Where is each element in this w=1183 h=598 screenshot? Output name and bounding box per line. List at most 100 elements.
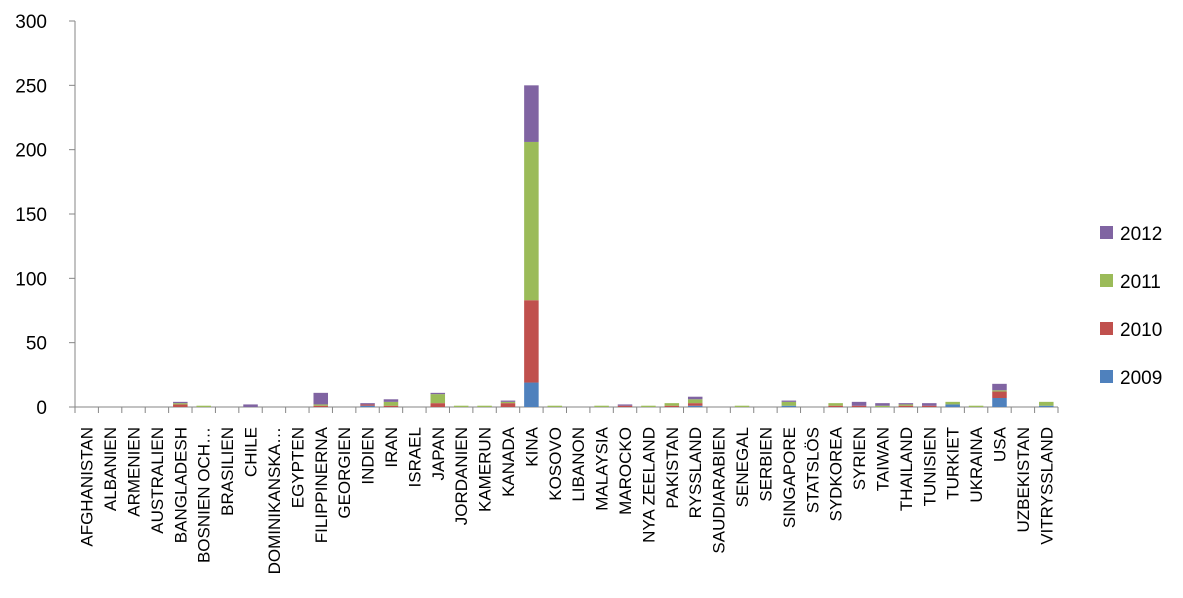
legend-label: 2011 — [1120, 272, 1161, 293]
bar-segment — [851, 405, 867, 407]
bar-segment — [500, 400, 516, 402]
x-category-label: MAROCKO — [616, 427, 635, 515]
x-category-label: MALAYSIA — [593, 426, 612, 510]
bar-segment — [828, 403, 843, 406]
x-category-label: STATSLÖS — [803, 427, 822, 513]
x-category-label: VITRYSSLAND — [1037, 427, 1056, 545]
bar-segment — [687, 403, 703, 406]
x-category-label: INDIEN — [359, 427, 378, 485]
y-tick-label: 50 — [26, 334, 47, 355]
bar-segment — [617, 404, 633, 406]
x-category-label: PAKISTAN — [663, 427, 682, 509]
legend-swatch — [1100, 322, 1113, 335]
x-category-label: EGYPTEN — [288, 427, 307, 508]
y-tick-label: 300 — [15, 12, 47, 33]
x-category-label: UZBEKISTAN — [1014, 427, 1033, 532]
x-category-label: AUSTRALIEN — [148, 427, 167, 534]
x-category-label: TAIWAN — [873, 427, 892, 491]
bar-segment — [992, 383, 1007, 391]
bar-segment — [360, 403, 375, 405]
bar-segment — [851, 401, 867, 406]
bar-segment — [1039, 405, 1054, 407]
bars — [173, 85, 1054, 407]
bar-segment — [687, 396, 703, 400]
bar-segment — [173, 403, 188, 405]
bar-segment — [524, 141, 539, 301]
bar-segment — [313, 405, 329, 407]
bar-segment — [360, 404, 375, 406]
legend-label: 2010 — [1120, 320, 1162, 341]
bar-segment — [477, 405, 492, 407]
bar-segment — [524, 85, 539, 142]
bar-segment — [173, 401, 188, 404]
x-category-label: CHILE — [242, 427, 261, 477]
x-category-label: KOSOVO — [546, 427, 565, 501]
bar-segment — [500, 403, 516, 407]
bar-segment — [383, 401, 399, 406]
bar-segment — [992, 390, 1007, 392]
bar-segment — [313, 392, 329, 405]
bar-segment — [734, 405, 750, 407]
x-category-label: TUNISIEN — [920, 427, 939, 506]
x-category-label: KINA — [522, 426, 541, 466]
x-category-label: BANGLADESH — [171, 427, 190, 543]
y-tick-label: 150 — [15, 205, 47, 226]
y-tick-label: 0 — [36, 398, 47, 419]
bar-segment — [922, 405, 937, 407]
y-tick-label: 100 — [15, 269, 47, 290]
x-category-label: GEORGIEN — [335, 427, 354, 519]
bar-segment — [243, 404, 258, 407]
bar-segment — [453, 405, 469, 407]
x-category-label: BOSNIEN OCH… — [195, 427, 214, 563]
legend-swatch — [1100, 274, 1113, 287]
x-category-label: SYDKOREA — [827, 426, 846, 521]
bar-segment — [383, 405, 399, 407]
bar-segment — [687, 405, 703, 407]
bar-segment — [547, 405, 563, 407]
legend-swatch — [1100, 226, 1113, 239]
x-category-label: SAUDIARABIEN — [710, 427, 729, 554]
x-category-label: JAPAN — [429, 427, 448, 481]
bar-segment — [968, 405, 984, 407]
x-category-label: ISRAEL — [405, 427, 424, 487]
x-category-label: KANADA — [499, 426, 518, 497]
x-category-label: ALBANIEN — [101, 427, 120, 511]
x-category-label: BRASILIEN — [218, 427, 237, 516]
x-category-label: SERBIEN — [756, 427, 775, 502]
bar-segment — [945, 401, 960, 405]
bar-segment — [430, 403, 446, 407]
bar-segment — [383, 399, 399, 402]
bar-segment — [781, 401, 797, 406]
bar-segment — [922, 403, 937, 406]
bar-segment — [898, 405, 914, 407]
x-category-label: THAILAND — [897, 427, 916, 511]
bar-segment — [992, 397, 1007, 407]
x-category-label: LIBANON — [569, 427, 588, 502]
bar-segment — [524, 382, 539, 407]
x-category-label: IRAN — [382, 427, 401, 468]
x-category-label: SENEGAL — [733, 427, 752, 507]
x-category-label: DOMINIKANSKA… — [265, 427, 284, 574]
bar-segment — [617, 405, 633, 407]
bar-segment — [641, 405, 656, 407]
bar-segment — [898, 404, 914, 406]
bar-segment — [664, 403, 680, 406]
bar-segment — [524, 300, 539, 383]
x-category-label: FILIPPINERNA — [312, 426, 331, 543]
bar-segment — [781, 405, 797, 407]
bar-segment — [196, 405, 211, 407]
bar-segment — [664, 405, 680, 407]
bar-segment — [945, 404, 960, 407]
x-category-label: SYRIEN — [850, 427, 869, 490]
x-category-label: AFGHANISTAN — [78, 427, 97, 547]
bar-segment — [828, 405, 843, 407]
y-tick-label: 250 — [15, 76, 47, 97]
legend-swatch — [1100, 370, 1113, 383]
bar-segment — [430, 394, 446, 404]
legend-label: 2009 — [1120, 368, 1162, 389]
x-category-label: USA — [990, 426, 1009, 462]
bar-segment — [500, 401, 516, 404]
x-category-label: UKRAINA — [967, 426, 986, 502]
